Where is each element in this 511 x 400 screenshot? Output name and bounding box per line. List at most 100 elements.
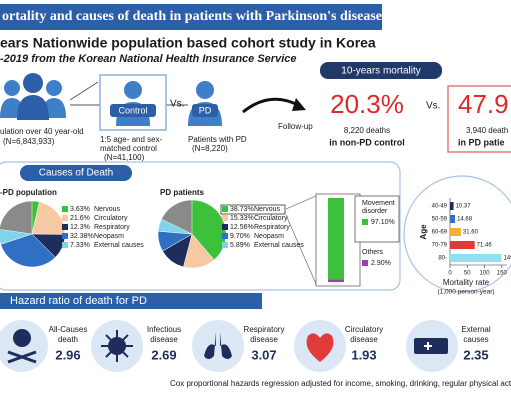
pd-label: Patients with PD <box>188 135 247 144</box>
hazard-title: Hazard ratio of death for PD <box>10 295 147 307</box>
pie-slice <box>191 199 227 261</box>
legend-swatch <box>62 224 68 230</box>
hazard-note: Cox proportional hazards regression adju… <box>170 379 511 388</box>
value-label: 71.46 <box>477 243 493 249</box>
vs: Vs. <box>426 101 440 112</box>
category-label: 70-79 <box>432 243 448 249</box>
population-icon <box>0 73 66 120</box>
legend-swatch <box>222 224 228 230</box>
value-label: 149 <box>503 256 511 262</box>
legend-label: Circulatory <box>254 215 288 222</box>
legend-value: 38.73% <box>230 206 254 213</box>
legend-value: 32.38% <box>70 233 94 240</box>
legend-label: Neopasm <box>94 233 124 240</box>
breakdown-value: 97.10% <box>371 219 395 226</box>
bar <box>450 254 502 262</box>
hazard-label: disease <box>350 335 378 344</box>
breakdown-bar <box>328 279 344 282</box>
x-axis-sublabel: (1,000 person-year) <box>437 289 494 296</box>
pie-slice <box>31 201 66 235</box>
legend-swatch <box>222 242 228 248</box>
breakdown-bar <box>328 198 344 280</box>
legend-value: 12.56% <box>230 224 254 231</box>
pd-n: (N=8,220) <box>192 144 228 153</box>
breakdown-label: Others <box>362 249 384 256</box>
mortality-title: 10-years mortality <box>341 66 420 77</box>
control-badge-bg <box>110 104 156 117</box>
hazard-label: Circulatory <box>345 325 383 334</box>
pie-title: PD patients <box>160 188 205 197</box>
control-group: in non-PD control <box>329 137 405 147</box>
hazard-label: death <box>58 335 78 344</box>
hazard-value: 1.93 <box>351 347 376 362</box>
legend-value: 15.33% <box>230 215 254 222</box>
hazard-value: 2.69 <box>151 347 176 362</box>
x-tick-label: 100 <box>480 271 491 277</box>
legend-swatch <box>222 206 228 212</box>
category-label: 40-49 <box>432 204 448 210</box>
bar <box>450 215 456 223</box>
control-rate: 20.3% <box>330 89 404 119</box>
hazard-label: Respiratory <box>244 325 285 334</box>
bar <box>450 241 475 249</box>
banner-bg <box>0 4 382 30</box>
legend-label: Respiratory <box>254 224 290 231</box>
breakdown-label: disorder <box>362 208 388 215</box>
control-label: matched control <box>100 144 157 153</box>
highlight-box <box>220 204 286 215</box>
category-label: 50-59 <box>432 217 448 223</box>
x-tick-label: 50 <box>464 271 471 277</box>
bar <box>450 228 461 236</box>
hazard-label: External <box>461 325 491 334</box>
legend-value: 7.33% <box>70 242 90 249</box>
breakdown-value: 2.90% <box>371 260 391 267</box>
pd-box <box>447 85 511 153</box>
control-badge: Control <box>118 105 147 115</box>
pie-slice <box>157 218 193 235</box>
value-label: 31.60 <box>463 230 479 236</box>
legend-label: Respiratory <box>94 224 130 231</box>
legend-value: 5.89% <box>230 242 250 249</box>
category-label: 80- <box>438 256 447 262</box>
follow-up: Follow-up <box>278 122 313 131</box>
value-label: 10.37 <box>456 204 472 210</box>
causes-title: Causes of Death <box>39 168 114 179</box>
y-axis-label: Age <box>419 224 428 240</box>
vs: Vs. <box>170 99 184 110</box>
hazard-value: 2.35 <box>463 347 488 362</box>
population-n: (N=6,843,933) <box>3 137 55 146</box>
legend-swatch <box>62 215 68 221</box>
legend-value: 9.70% <box>230 233 250 240</box>
breakdown-swatch <box>362 260 368 266</box>
banner: ortality and causes of death in patients… <box>2 9 382 24</box>
hazard-label: disease <box>150 335 178 344</box>
legend-label: Neopasm <box>254 233 284 240</box>
value-label: 14.68 <box>457 217 473 223</box>
hazard-label: causes <box>463 335 488 344</box>
bar <box>450 202 454 210</box>
arrow-head <box>292 98 306 111</box>
legend-swatch <box>62 233 68 239</box>
legend-swatch <box>222 215 228 221</box>
legend-swatch <box>62 206 68 212</box>
x-tick-label: 0 <box>448 271 452 277</box>
legend-swatch <box>62 242 68 248</box>
x-axis-label: Mortality rate <box>443 278 490 287</box>
legend-swatch <box>222 233 228 239</box>
pie-slice <box>0 233 56 268</box>
population-label: ulation over 40 year-old <box>0 127 84 136</box>
pd-rate: 47.9 <box>458 89 509 119</box>
category-label: 60-69 <box>432 230 448 236</box>
control-deaths: 8,220 deaths <box>344 126 390 135</box>
breakdown-connector <box>285 195 317 285</box>
breakdown-swatch <box>362 219 368 225</box>
x-tick-label: 150 <box>497 271 508 277</box>
legend-value: 3.63% <box>70 206 90 213</box>
pd-badge-bg <box>192 104 218 117</box>
hazard-label: disease <box>250 335 278 344</box>
mortality-title-bg <box>320 62 442 79</box>
pd-badge: PD <box>199 105 212 115</box>
subtitle: -2019 from the Korean National Health In… <box>0 53 297 65</box>
control-label: 1:5 age- and sex- <box>100 135 163 144</box>
